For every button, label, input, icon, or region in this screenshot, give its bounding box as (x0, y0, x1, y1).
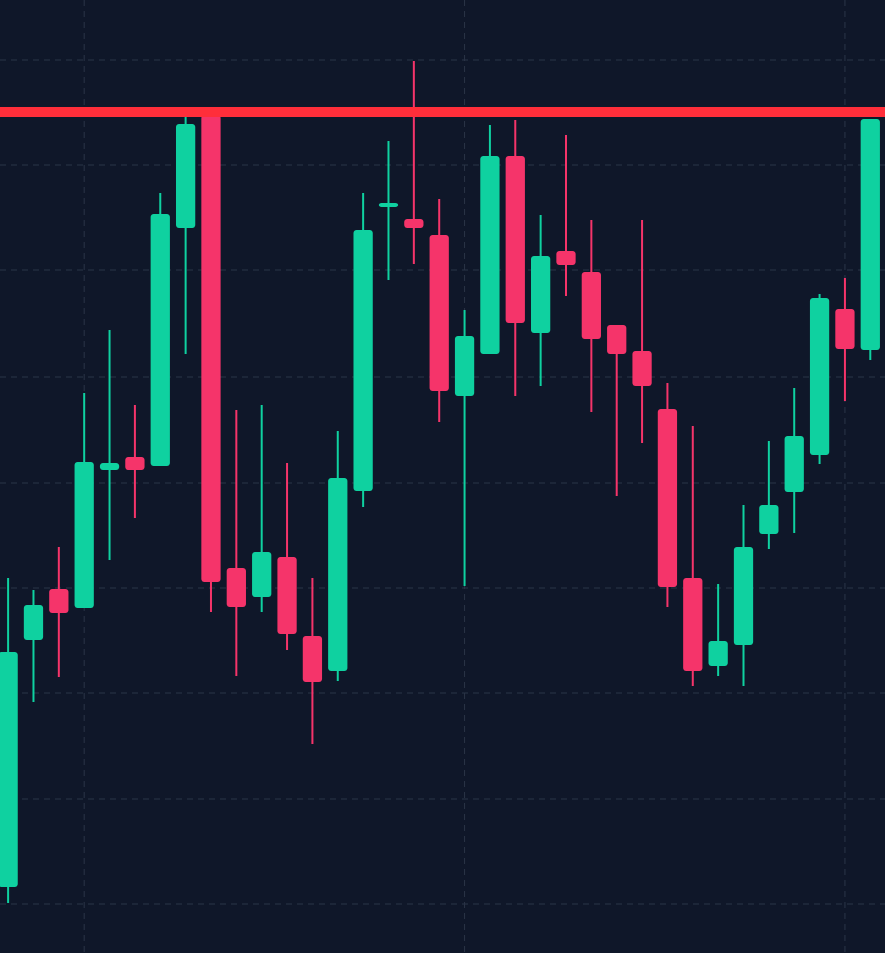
candle-body (201, 115, 221, 582)
candle-body (150, 214, 170, 466)
candle-body (125, 457, 145, 470)
candle-body (277, 557, 297, 634)
candle-body (480, 156, 500, 354)
candle-body (759, 505, 779, 534)
candle-body (252, 552, 272, 597)
candle-body (809, 298, 830, 455)
candle-body (99, 463, 120, 470)
candle-body (23, 605, 44, 640)
candle-body (531, 256, 551, 333)
candle-body (429, 235, 449, 391)
candle-body (175, 124, 196, 228)
candle-body (607, 325, 627, 354)
candle-body (632, 351, 652, 386)
candle-body (733, 547, 754, 645)
candle-body (657, 409, 678, 587)
candle-body (404, 219, 424, 228)
candle-body (328, 478, 348, 671)
candle-body (302, 636, 323, 682)
candle-body (49, 589, 69, 613)
candle-body (0, 652, 18, 887)
candle-body (835, 309, 855, 349)
candle-body (860, 119, 880, 350)
candle-body (784, 436, 804, 492)
candle-body (378, 203, 399, 207)
candle-body (683, 578, 703, 671)
candle-body (708, 641, 728, 666)
candle-body (556, 251, 576, 265)
candle-body (454, 336, 475, 396)
candle-body (226, 568, 246, 607)
candle-body (74, 462, 94, 608)
candle-body (505, 156, 525, 323)
candle-body (353, 230, 373, 491)
candle-body (581, 272, 601, 339)
